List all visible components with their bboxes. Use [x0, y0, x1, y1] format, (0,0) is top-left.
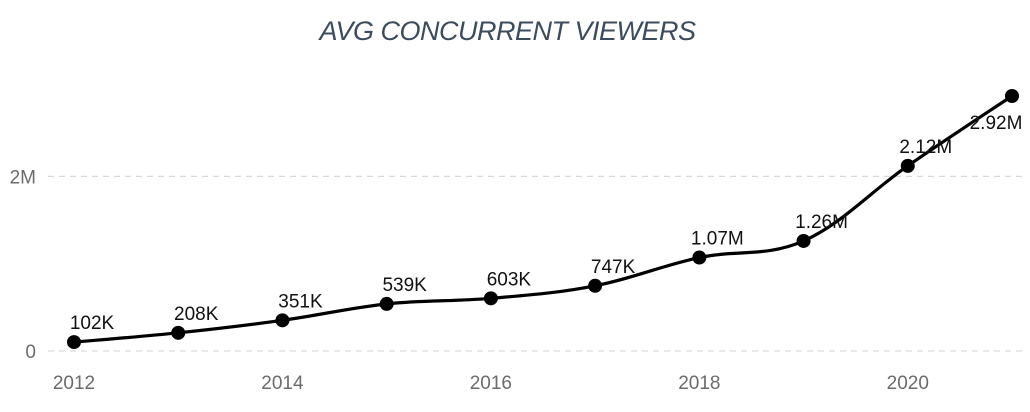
data-label: 747K [591, 257, 636, 278]
data-point [275, 313, 290, 328]
data-point [171, 325, 186, 340]
data-point [1005, 89, 1019, 103]
data-label: 2.92M [970, 113, 1023, 134]
y-axis-ticks: 0 2M [10, 167, 36, 363]
y-tick-label: 0 [25, 342, 36, 363]
data-label: 351K [278, 291, 323, 312]
data-label: 1.26M [795, 212, 848, 233]
x-tick-label: 2012 [53, 373, 95, 394]
x-tick-label: 2018 [678, 373, 720, 394]
data-labels: 102K 208K 351K 539K 603K 747K 1.07M 1.26M 2.12M 2… [70, 113, 1023, 334]
data-label: 1.07M [691, 229, 744, 250]
data-point [796, 233, 811, 248]
data-points [67, 89, 1019, 350]
data-point [692, 250, 707, 265]
data-point [588, 278, 603, 293]
data-label: 2.12M [899, 137, 952, 158]
data-point [900, 158, 915, 173]
data-label: 102K [70, 313, 115, 334]
data-point [483, 291, 498, 306]
chart-title: AVG CONCURRENT VIEWERS [319, 16, 696, 46]
data-point [67, 335, 81, 350]
y-tick-label: 2M [10, 167, 36, 188]
data-label: 603K [487, 269, 532, 290]
x-tick-label: 2014 [261, 373, 304, 394]
x-tick-label: 2016 [470, 373, 512, 394]
series-line [72, 94, 1014, 344]
x-axis-ticks: 2012 2014 2016 2018 2020 [53, 373, 929, 394]
gridlines [48, 175, 1022, 352]
data-point [379, 296, 394, 311]
x-tick-label: 2020 [887, 373, 929, 394]
data-label: 208K [174, 304, 219, 325]
data-label: 539K [382, 275, 427, 296]
